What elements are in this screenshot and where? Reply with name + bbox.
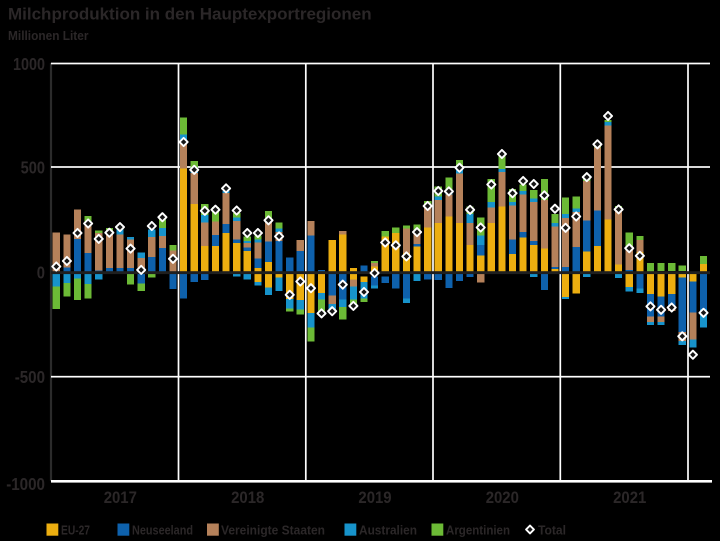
svg-text:0: 0 bbox=[37, 262, 45, 282]
svg-text:Argentinien: Argentinien bbox=[446, 523, 510, 537]
svg-text:2020: 2020 bbox=[486, 488, 519, 507]
svg-text:Total: Total bbox=[538, 523, 566, 537]
svg-text:2017: 2017 bbox=[104, 488, 137, 507]
svg-text:Millionen Liter: Millionen Liter bbox=[8, 28, 89, 43]
svg-text:500: 500 bbox=[21, 157, 46, 177]
svg-text:Milchproduktion in den Hauptex: Milchproduktion in den Hauptexportregion… bbox=[8, 5, 372, 24]
svg-text:Neuseeland: Neuseeland bbox=[132, 523, 193, 537]
svg-text:Vereinigte Staaten: Vereinigte Staaten bbox=[221, 523, 325, 537]
svg-text:-1000: -1000 bbox=[6, 474, 45, 494]
svg-text:-500: -500 bbox=[15, 367, 46, 387]
svg-text:Australien: Australien bbox=[359, 523, 417, 537]
svg-text:2018: 2018 bbox=[231, 488, 264, 507]
svg-text:1000: 1000 bbox=[13, 54, 45, 74]
svg-text:2021: 2021 bbox=[613, 488, 646, 507]
svg-text:EU-27: EU-27 bbox=[61, 523, 90, 537]
svg-text:2019: 2019 bbox=[358, 488, 391, 507]
